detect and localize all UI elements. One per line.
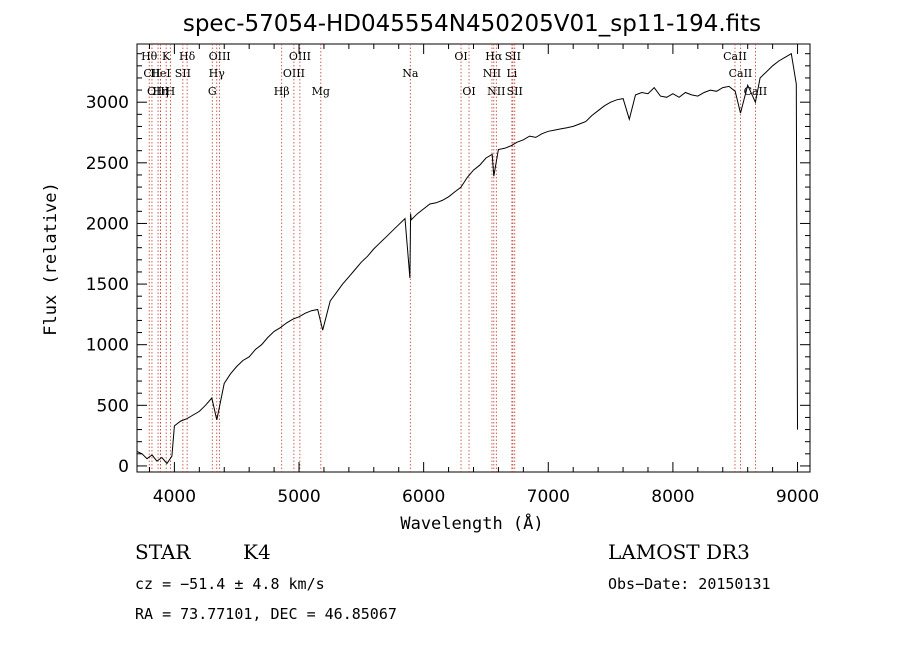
y-tick-label: 500 — [97, 396, 129, 416]
plot-frame — [136, 43, 811, 473]
x-tick-label: 8000 — [651, 487, 694, 507]
spectral-line-label: Na — [402, 67, 419, 80]
x-tick-label: 6000 — [402, 487, 445, 507]
x-tick-label: 4000 — [153, 487, 196, 507]
spectral-line-label: CaII — [729, 67, 753, 80]
redshift-velocity: cz = −51.4 ± 4.8 km/s — [135, 575, 325, 593]
y-axis-ticks: 0 500 1000 1500 2000 2500 3000 — [86, 53, 810, 477]
x-tick-label: 7000 — [527, 487, 570, 507]
observation-date: Obs−Date: 20150131 — [608, 575, 771, 593]
spectral-line-label: OI — [462, 85, 475, 98]
x-axis-label: Wavelength (Å) — [400, 512, 543, 534]
spectral-line-label: H — [166, 85, 176, 98]
spectral-line-label: Li — [506, 67, 517, 80]
y-tick-label: 3000 — [86, 93, 129, 113]
spectral-line-label: Hθ — [141, 50, 158, 63]
x-axis-ticks: 4000 5000 6000 7000 8000 9000 — [148, 44, 819, 507]
spectral-line-label: Hδ — [179, 50, 196, 63]
x-tick-label: 9000 — [776, 487, 819, 507]
spectral-subclass: K4 — [243, 540, 271, 564]
survey-release: LAMOST DR3 — [608, 540, 750, 564]
spectral-line-label: Mg — [312, 85, 330, 98]
spectral-line-label: CaII — [723, 50, 747, 63]
spectral-line-label: HeI — [150, 67, 170, 80]
spectral-line-label: OIII — [283, 67, 305, 80]
spectral-line-label: CII — [143, 67, 160, 80]
y-tick-label: 1000 — [86, 336, 129, 356]
spectral-line-label: OIII — [289, 50, 311, 63]
spectral-line-markers — [148, 44, 756, 472]
spectral-line-label: SII — [175, 67, 191, 80]
spectral-line-label: G — [208, 85, 217, 98]
spectral-line-label: SII — [505, 50, 521, 63]
spectral-line-label: Hβ — [274, 85, 290, 98]
y-tick-label: 0 — [118, 457, 129, 477]
spectrum-series-line — [136, 52, 798, 465]
spectral-line-label: SII — [507, 85, 523, 98]
spectral-line-label: Hγ — [209, 67, 226, 80]
spectral-line-label: OIII — [147, 85, 169, 98]
x-tick-label: 5000 — [277, 487, 320, 507]
chart-title: spec-57054-HD045554N450205V01_sp11-194.f… — [183, 11, 761, 37]
spectral-line-labels: Hθ CII OIII K HeI HηH SII Hδ OIII Hγ G Hβ OIII OIII Mg… — [141, 50, 767, 98]
y-tick-label: 2000 — [86, 214, 129, 234]
y-tick-label: 1500 — [86, 275, 129, 295]
spectral-line-label: K — [162, 50, 171, 63]
ra-dec-coordinates: RA = 73.77101, DEC = 46.85067 — [135, 605, 397, 623]
y-tick-label: 2500 — [86, 154, 129, 174]
spectral-line-label: Hη — [152, 85, 168, 98]
spectral-line-label: NII — [487, 85, 505, 98]
spectral-line-label: NII — [483, 67, 501, 80]
spectral-line-label: OI — [454, 50, 467, 63]
y-axis-label: Flux (relative) — [41, 182, 61, 336]
spectral-line-label: Hα — [485, 50, 503, 63]
spectral-line-label: OIII — [209, 50, 231, 63]
object-type: STAR — [135, 540, 191, 564]
